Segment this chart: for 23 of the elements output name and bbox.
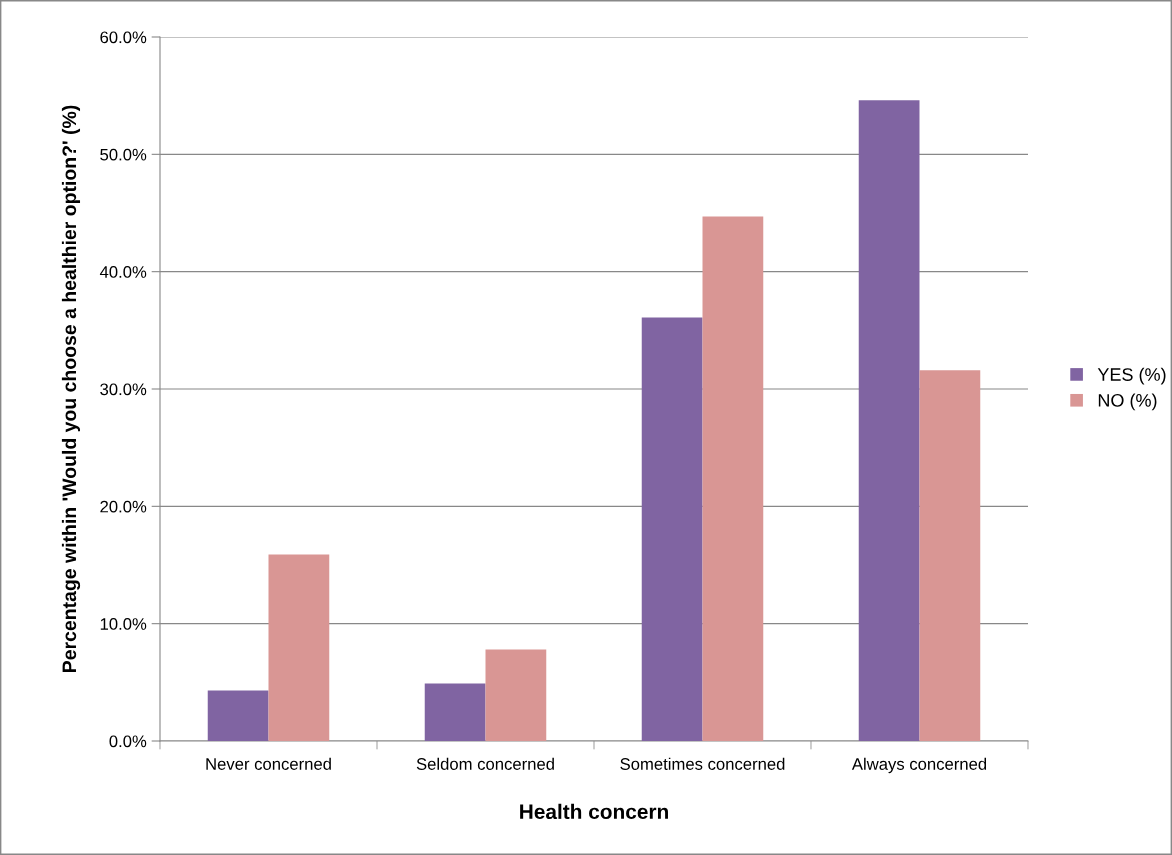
bar [641, 317, 703, 741]
legend-label: NO (%) [1098, 393, 1157, 411]
y-tick-label: 30.0% [100, 383, 147, 396]
y-tick-label: 20.0% [100, 500, 147, 513]
y-tick-label: 0.0% [109, 735, 147, 748]
bar [919, 370, 981, 741]
x-tick-label: Never concerned [206, 757, 331, 770]
x-tick-label: Sometimes concerned [620, 757, 785, 770]
y-tick-label: 40.0% [99, 266, 147, 278]
y-tick-label: 50.0% [100, 148, 147, 161]
bar [207, 690, 269, 741]
bar [858, 100, 920, 741]
legend-label: YES (%) [1097, 367, 1166, 385]
x-axis-title: Health concern [520, 803, 668, 820]
bar [424, 683, 486, 741]
y-tick-label: 10.0% [100, 618, 147, 630]
bar [702, 216, 764, 741]
y-tick-label: 60.0% [100, 31, 147, 44]
x-tick-label: Seldom concerned [416, 757, 554, 770]
y-axis-title: Percentage within 'Would you choose a healthier option?' (%) [61, 105, 81, 672]
bar [485, 649, 547, 741]
x-tick-label: Always concerned [851, 757, 987, 774]
bar [268, 554, 330, 741]
